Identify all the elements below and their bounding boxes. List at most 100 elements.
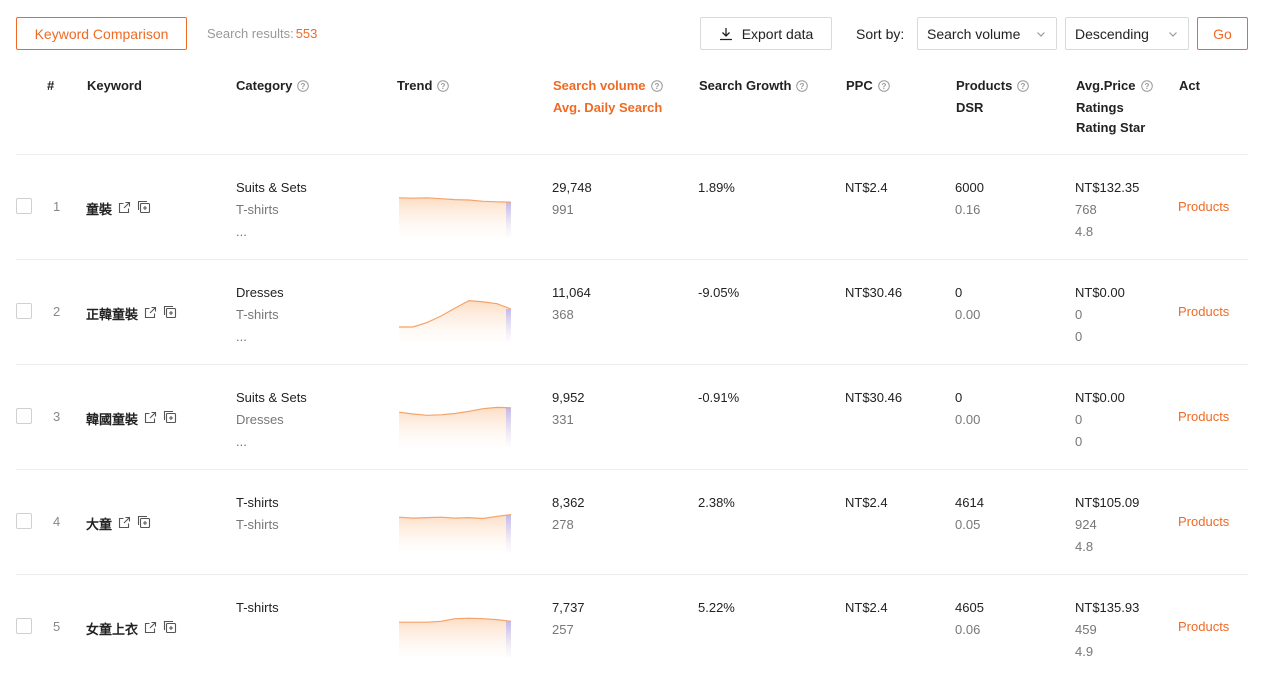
ppc-cell: NT$30.46 <box>845 390 903 405</box>
ratings-value: 768 <box>1075 202 1097 217</box>
products-link[interactable]: Products <box>1178 199 1230 214</box>
copy-icon[interactable] <box>163 305 177 322</box>
question-icon[interactable]: ? <box>1140 78 1153 98</box>
search-volume-value: 8,362 <box>552 495 585 510</box>
table-header: # Keyword Category? Trend? Search volume… <box>16 72 1248 155</box>
daily-search-value: 991 <box>552 202 574 217</box>
question-icon[interactable]: ? <box>297 78 310 98</box>
trend-current-period <box>506 407 511 447</box>
ratings-value: 0 <box>1075 412 1083 427</box>
trend-area <box>399 618 511 657</box>
trend-line <box>399 617 512 623</box>
table-row: 2 正韓童裝 Dresses T-shirts ... 11,064 368 -… <box>16 260 1248 365</box>
products-cell: 0 0.00 <box>955 387 980 431</box>
sort-order-select[interactable]: Descending <box>1065 17 1189 50</box>
question-icon[interactable]: ? <box>796 78 809 98</box>
external-link-icon[interactable] <box>144 411 157 427</box>
external-link-icon[interactable] <box>144 621 157 637</box>
daily-search-value: 368 <box>552 307 574 322</box>
keyword-text[interactable]: 韓國童裝 <box>86 412 139 427</box>
row-checkbox[interactable] <box>16 513 32 529</box>
header-keyword[interactable]: Keyword <box>87 78 142 93</box>
daily-search-value: 278 <box>552 517 574 532</box>
trend-line <box>398 197 512 203</box>
category-primary: T-shirts <box>236 600 279 615</box>
sort-by-select[interactable]: Search volume <box>917 17 1057 50</box>
trend-sparkline <box>399 617 512 657</box>
rating-star-value: 0 <box>1075 434 1083 449</box>
external-link-icon[interactable] <box>144 306 157 322</box>
keyword-text[interactable]: 女童上衣 <box>86 622 139 637</box>
sort-by-value: Search volume <box>927 25 1021 42</box>
avg-price-value: NT$132.35 <box>1075 180 1140 195</box>
copy-icon[interactable] <box>137 200 151 217</box>
avg-price-value: NT$0.00 <box>1075 285 1125 300</box>
search-volume-value: 29,748 <box>552 180 592 195</box>
row-checkbox[interactable] <box>16 618 32 634</box>
volume-cell: 29,748 991 <box>552 177 592 221</box>
question-icon[interactable]: ? <box>877 78 890 98</box>
avg-price-value: NT$105.09 <box>1075 495 1140 510</box>
keyword-cell: 女童上衣 <box>86 619 177 638</box>
question-icon[interactable]: ? <box>1017 78 1030 98</box>
keyword-text[interactable]: 童裝 <box>86 202 113 217</box>
products-value: 4605 <box>955 600 984 615</box>
search-volume-value: 11,064 <box>552 285 591 300</box>
volume-cell: 11,064 368 <box>552 282 591 326</box>
search-results-count: 553 <box>295 26 318 41</box>
header-search-growth[interactable]: Search Growth? <box>699 76 809 98</box>
keyword-cell: 童裝 <box>86 199 151 218</box>
growth-cell: -9.05% <box>698 285 740 300</box>
trend-line <box>399 299 512 328</box>
category-primary: T-shirts <box>236 495 279 510</box>
products-link[interactable]: Products <box>1178 514 1230 529</box>
trend-area <box>399 300 511 342</box>
products-value: 0 <box>955 390 963 405</box>
row-number: 2 <box>53 304 61 319</box>
products-value: 0 <box>955 285 963 300</box>
search-volume-value: 7,737 <box>552 600 585 615</box>
row-checkbox[interactable] <box>16 303 32 319</box>
price-cell: NT$132.35 768 4.8 <box>1075 177 1139 243</box>
products-link[interactable]: Products <box>1178 409 1230 424</box>
header-ppc[interactable]: PPC? <box>846 76 890 98</box>
copy-icon[interactable] <box>137 515 151 532</box>
growth-cell: -0.91% <box>698 390 740 405</box>
question-icon[interactable]: ? <box>437 78 450 98</box>
table-row: 4 大童 T-shirts T-shirts 8,362 278 2.38% N… <box>16 470 1248 575</box>
keyword-cell: 韓國童裝 <box>86 409 177 428</box>
export-data-button[interactable]: Export data <box>700 17 832 50</box>
copy-icon[interactable] <box>163 410 177 427</box>
rating-star-value: 4.8 <box>1075 224 1094 239</box>
go-button[interactable]: Go <box>1197 17 1248 50</box>
row-checkbox[interactable] <box>16 198 32 214</box>
daily-search-value: 257 <box>552 622 574 637</box>
copy-icon[interactable] <box>163 620 177 637</box>
row-checkbox[interactable] <box>16 408 32 424</box>
header-search-volume[interactable]: Search volume? Avg. Daily Search <box>553 76 663 118</box>
header-avg-price[interactable]: Avg.Price? Ratings Rating Star <box>1076 76 1153 138</box>
keyword-text[interactable]: 大童 <box>86 517 113 532</box>
svg-text:?: ? <box>301 82 306 91</box>
keyword-text[interactable]: 正韓童裝 <box>86 307 139 322</box>
external-link-icon[interactable] <box>118 516 131 532</box>
keyword-comparison-button[interactable]: Keyword Comparison <box>16 17 187 50</box>
table-row: 5 女童上衣 T-shirts 7,737 257 5.22% NT$2.4 4… <box>16 575 1248 677</box>
header-star-label: Rating Star <box>1076 120 1146 135</box>
trend-current-period <box>506 309 511 342</box>
dsr-value: 0.00 <box>955 307 981 322</box>
header-products[interactable]: Products? DSR <box>956 76 1030 118</box>
category-primary: Suits & Sets <box>236 390 307 405</box>
rating-star-value: 4.9 <box>1075 644 1094 659</box>
question-icon[interactable]: ? <box>650 78 663 98</box>
keyword-cell: 正韓童裝 <box>86 304 177 323</box>
ratings-value: 0 <box>1075 307 1083 322</box>
ppc-cell: NT$2.4 <box>845 495 888 510</box>
category-cell: Dresses T-shirts ... <box>236 282 284 348</box>
trend-sparkline <box>399 299 512 342</box>
volume-cell: 7,737 257 <box>552 597 585 641</box>
products-link[interactable]: Products <box>1178 619 1230 634</box>
products-link[interactable]: Products <box>1178 304 1230 319</box>
external-link-icon[interactable] <box>118 201 131 217</box>
header-products-label: Products <box>956 78 1013 93</box>
